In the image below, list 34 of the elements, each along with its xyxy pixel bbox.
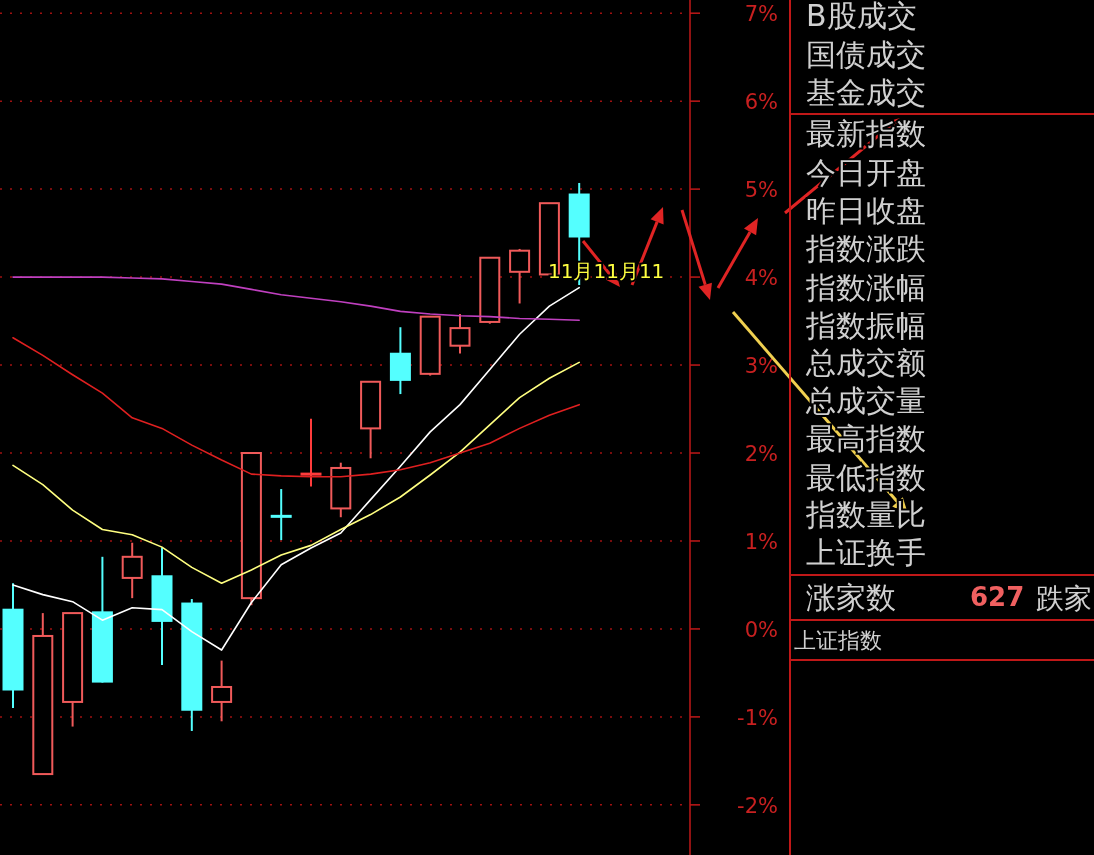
y-tick-label: 3% (744, 354, 778, 379)
candlestick (449, 313, 471, 355)
candlestick (211, 659, 233, 723)
text: 指数振幅 (805, 308, 926, 343)
text: 昨日收盘 (806, 193, 926, 228)
text: 指数涨幅 (805, 270, 926, 305)
y-tick-label: 6% (744, 90, 778, 115)
y-tick-label: -1% (737, 705, 778, 730)
text: 上证换手 (806, 535, 926, 570)
line-series (12, 286, 580, 651)
text: 指数量比 (805, 497, 926, 532)
text: 跌家 (1036, 582, 1092, 615)
y-tick-label: 5% (744, 178, 778, 203)
y-tick-label: 4% (744, 266, 778, 291)
text: 国债成交 (806, 37, 926, 72)
y-tick-label: 0% (744, 617, 778, 642)
candlestick (270, 488, 292, 542)
y-tick-label: -2% (737, 793, 778, 818)
text: 基金成交 (806, 75, 926, 110)
line-series (12, 336, 580, 478)
text: 涨家数 (806, 580, 896, 615)
text: 指数涨跌 (805, 231, 926, 266)
text: 总成交额 (805, 345, 926, 380)
candlestick (300, 417, 322, 488)
y-tick-label: 7% (744, 2, 778, 27)
text: B股成交 (806, 0, 917, 33)
y-tick-label: 1% (744, 529, 778, 554)
y-tick-label: 2% (744, 442, 778, 467)
text: 今日开盘 (806, 155, 926, 190)
line-series (12, 361, 580, 584)
text: 上证指数 (794, 628, 882, 653)
candlestick (121, 541, 143, 600)
candlestick (509, 247, 531, 305)
text: 627 (970, 582, 1025, 612)
